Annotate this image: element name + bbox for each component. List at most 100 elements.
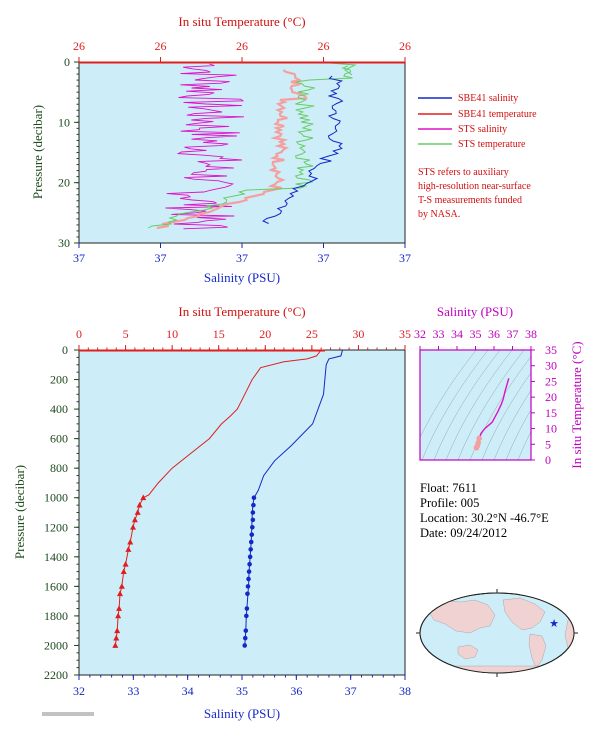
main-pressure-tick-label: 600: [50, 432, 68, 446]
map-australia: [457, 644, 479, 660]
map-side-ticks: [416, 589, 578, 677]
top-sts-temp-surface-hook: [329, 62, 357, 76]
main-salinity-tick-label: 34: [182, 684, 194, 698]
ts-density-contour: [420, 350, 477, 439]
main-temp-tick-label: 30: [352, 327, 364, 341]
footer-credit-smudge: [42, 712, 94, 716]
top-salinity-tick-label: 37: [236, 251, 248, 265]
top-sbe41-salinity-trace: [262, 75, 344, 224]
top-legend: SBE41 salinity SBE41 temperature STS sal…: [418, 93, 537, 150]
top-salinity-tick-label: 37: [73, 251, 85, 265]
float-info: Float: 7611 Profile: 005 Location: 30.2°…: [420, 481, 549, 540]
top-temp-tick-label: 26: [399, 39, 411, 53]
top-note: STS refers to auxiliary high-resolution …: [418, 167, 531, 220]
main-temperature-marker: [115, 612, 122, 619]
legend-label-sbe41-temperature: SBE41 temperature: [458, 109, 537, 120]
main-salinity-marker: [250, 510, 256, 515]
legend-label-sbe41-salinity: SBE41 salinity: [458, 93, 518, 104]
top-pressure-tick-labels: 0 10 20 30: [58, 55, 79, 250]
main-pressure-tick-label: 1000: [44, 491, 68, 505]
ts-temp-tick-label: 0: [545, 453, 551, 467]
main-pressure-tick-label: 400: [50, 402, 68, 416]
ts-density-contour: [457, 350, 525, 460]
main-salinity-tick-label: 33: [127, 684, 139, 698]
main-temp-tick-label: 5: [123, 327, 129, 341]
top-sts-temperature-trace: [148, 65, 353, 229]
main-salinity-marker: [244, 613, 249, 619]
main-temp-axis-title: In situ Temperature (°C): [178, 304, 305, 319]
ts-density-contour: [493, 389, 531, 460]
legend-label-sts-salinity: STS salinity: [458, 124, 507, 135]
main-salinity-tick-label: 38: [399, 684, 411, 698]
info-location: Location: 30.2°N -46.7°E: [420, 511, 549, 525]
main-temperature-marker: [140, 494, 147, 501]
ts-density-contour: [445, 350, 513, 460]
main-salinity-tick-label: 37: [345, 684, 357, 698]
ts-temp-tick-label: 35: [545, 343, 557, 357]
main-pressure-tick-label: 1400: [44, 550, 68, 564]
top-pressure-tick-label: 30: [58, 236, 70, 250]
main-salinity-marker: [249, 532, 255, 537]
main-temperature-marker: [114, 627, 121, 634]
main-temperature-marker: [134, 509, 141, 515]
main-temperature-marker: [118, 583, 125, 589]
main-pressure-tick-label: 200: [50, 373, 68, 387]
note-line-3: T-S measurements funded: [418, 195, 522, 206]
note-line-2: high-resolution near-surface: [418, 181, 531, 192]
top-pressure-axis-title: Pressure (decibar): [30, 105, 45, 199]
main-pressure-axis-title: Pressure (decibar): [12, 465, 27, 559]
main-panel: In situ Temperature (°C) 0 5 10 15 20 25 30 35 …: [12, 304, 411, 721]
main-pressure-tick-label: 1200: [44, 520, 68, 534]
main-salinity-marker: [247, 561, 252, 567]
main-temp-tick-label: 25: [306, 327, 318, 341]
main-salinity-marker: [250, 524, 255, 530]
main-salinity-tick-labels: 32 33 34 35 36 37 38: [73, 675, 411, 698]
main-pressure-tick-label: 2000: [44, 638, 68, 652]
top-sts-temp-faint-trace: [156, 69, 308, 230]
ts-salinity-tick-label: 36: [488, 327, 500, 341]
ts-density-contour: [421, 350, 489, 460]
ts-temp-tick-label: 10: [545, 422, 557, 436]
ts-temp-tick-label: 5: [545, 437, 551, 451]
top-temp-tick-label: 26: [318, 39, 330, 53]
ts-temp-tick-label: 15: [545, 406, 557, 420]
top-temp-tick-label: 26: [155, 39, 167, 53]
main-temperature-marker: [127, 538, 134, 545]
main-salinity-marker: [251, 495, 257, 501]
ts-salinity-axis-title: Salinity (PSU): [437, 304, 513, 319]
main-temperature-marker: [131, 516, 138, 523]
top-sts-traces: [148, 62, 357, 230]
main-temp-tick-labels: 0 5 10 15 20 25 30 35: [76, 327, 411, 350]
top-salinity-tick-label: 37: [318, 251, 330, 265]
main-temp-tick-label: 20: [259, 327, 271, 341]
main-pressure-tick-label: 800: [50, 461, 68, 475]
main-salinity-marker: [248, 547, 253, 552]
ts-plot-background: [420, 350, 531, 460]
ts-salinity-tick-label: 35: [470, 327, 482, 341]
ts-density-contour: [529, 456, 531, 460]
main-temperature-marker: [125, 546, 132, 552]
map-north-america: [502, 597, 546, 631]
top-pressure-tick-label: 10: [58, 115, 70, 129]
world-map: ★: [416, 589, 578, 677]
top-pressure-tick-label: 20: [58, 176, 70, 190]
main-temp-tick-label: 35: [399, 327, 411, 341]
main-salinity-marker: [248, 539, 254, 545]
main-salinity-marker: [244, 606, 250, 611]
main-temp-tick-label: 15: [213, 327, 225, 341]
ts-temp-tick-label: 20: [545, 390, 557, 404]
ts-density-contour: [481, 372, 531, 460]
main-pressure-tick-label: 2200: [44, 668, 68, 682]
ts-salinity-tick-label: 34: [451, 327, 463, 341]
main-salinity-axis-title: Salinity (PSU): [204, 706, 280, 721]
main-temperature-marker: [120, 568, 127, 574]
main-temperature-marker: [136, 501, 143, 508]
ts-deep-point: [475, 439, 482, 446]
float-location-star-icon: ★: [549, 618, 559, 630]
top-temp-tick-labels: 26 26 26 26 26: [73, 39, 411, 62]
top-temp-axis-title: In situ Temperature (°C): [178, 14, 305, 29]
main-temperature-marker: [113, 634, 120, 641]
ts-panel: Salinity (PSU) 32 33 34 35 36 37 38 0 510 15 20 25…: [414, 304, 584, 469]
ts-salinity-tick-label: 33: [433, 327, 445, 341]
ts-density-contour: [505, 409, 531, 460]
